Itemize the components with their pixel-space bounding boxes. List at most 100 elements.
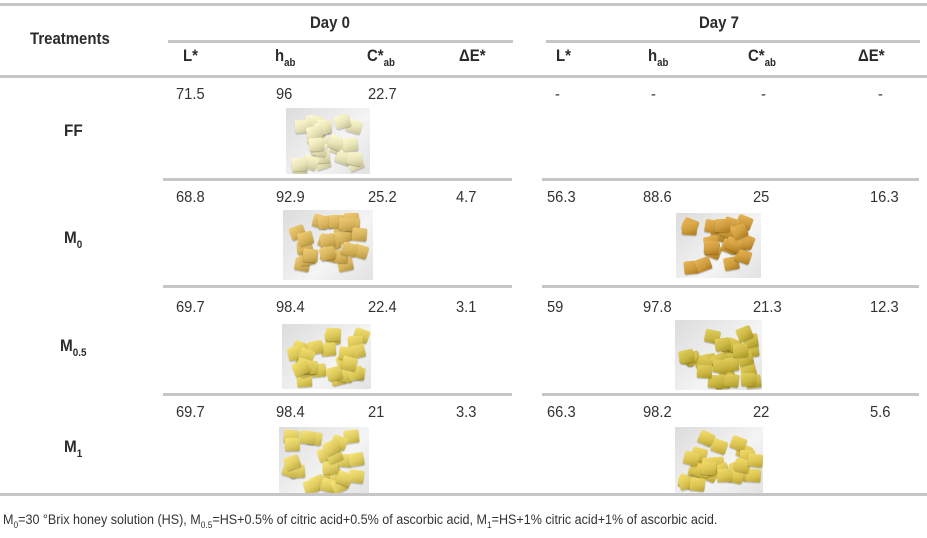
- sample-photo-day7: [676, 213, 761, 278]
- sample-photo-day7: [675, 320, 762, 390]
- row-separator-day0: [163, 393, 512, 396]
- footnote-subscript: 0: [13, 520, 19, 530]
- treatments-header: Treatments: [30, 29, 110, 48]
- cell-day7-C: 25: [753, 189, 770, 206]
- column-header-day0-C-text: C*: [367, 46, 384, 65]
- table-footnote: M0=30 °Brix honey solution (HS), M0.5=HS…: [3, 512, 718, 530]
- day7-header: Day 7: [699, 13, 739, 32]
- cell-day7-L: -: [555, 86, 560, 103]
- row-label-1: M0: [64, 228, 83, 251]
- cell-day0-h: 92.9: [276, 189, 305, 206]
- row-label-2: M0.5: [60, 336, 87, 359]
- food-cube: [348, 451, 366, 467]
- cell-day7-h: 88.6: [643, 189, 672, 206]
- food-cube: [678, 348, 696, 365]
- cell-day0-dE: 4.7: [456, 189, 477, 206]
- cell-day7-C: -: [761, 86, 766, 103]
- column-header-day0-C-subscript: ab: [383, 57, 395, 69]
- food-cube: [714, 336, 731, 352]
- column-header-day7-h-subscript: ab: [657, 57, 669, 69]
- column-header-day7-h-text: h: [648, 46, 658, 65]
- row-label-3-subscript: 1: [76, 448, 83, 460]
- column-header-day7-C: C*ab: [748, 46, 776, 69]
- food-cube: [740, 372, 757, 387]
- cell-day0-h: 98.4: [276, 299, 305, 316]
- day0-group-rule: [168, 40, 513, 43]
- cell-day7-dE: 12.3: [870, 299, 899, 316]
- sample-photo-day7: [675, 427, 763, 493]
- footnote-text: =HS+0.5% of citric acid+0.5% of ascorbic…: [212, 512, 487, 527]
- food-cube: [682, 450, 701, 467]
- food-cube: [351, 227, 369, 242]
- cell-day7-dE: -: [878, 86, 883, 103]
- cell-day7-h: 98.2: [643, 404, 672, 421]
- food-cube: [342, 137, 359, 152]
- footnote-text: =HS+1% citric acid+1% of ascorbic acid.: [491, 512, 718, 527]
- food-cube: [681, 221, 697, 236]
- row-label-1-subscript: 0: [76, 239, 83, 251]
- column-header-day7-h: hab: [648, 46, 669, 69]
- footnote-subscript: 0.5: [200, 520, 213, 530]
- row-label-1-text: M: [64, 228, 77, 247]
- row-label-3-text: M: [64, 437, 77, 456]
- footnote-text: M: [3, 512, 14, 527]
- cell-day0-C: 22.7: [368, 86, 397, 103]
- food-cube: [291, 157, 308, 172]
- food-cube: [696, 364, 712, 379]
- food-cube: [308, 137, 326, 152]
- row-label-0-text: FF: [64, 121, 83, 140]
- food-cube: [717, 468, 733, 483]
- cell-day0-L: 68.8: [176, 189, 205, 206]
- food-cube: [689, 477, 706, 492]
- food-cube: [700, 461, 717, 476]
- cell-day7-h: 97.8: [643, 299, 672, 316]
- cell-day0-L: 69.7: [176, 299, 205, 316]
- sample-photo-day0: [283, 210, 373, 280]
- column-header-day7-C-text: C*: [748, 46, 765, 65]
- row-label-2-subscript: 0.5: [72, 347, 87, 359]
- food-cube: [284, 437, 300, 451]
- column-header-day7-dE-text: ΔE*: [858, 46, 885, 65]
- cell-day7-dE: 16.3: [870, 189, 899, 206]
- cell-day0-C: 25.2: [368, 189, 397, 206]
- food-cube: [714, 219, 731, 233]
- row-separator-day7: [542, 178, 919, 181]
- sample-photo-day0: [279, 427, 369, 494]
- food-cube: [325, 327, 342, 342]
- column-header-day7-dE: ΔE*: [858, 46, 885, 66]
- column-header-day0-C: C*ab: [367, 46, 395, 69]
- row-separator-day0: [163, 285, 512, 288]
- column-header-day7-L: L*: [556, 46, 571, 66]
- column-header-day0-h-text: h: [275, 46, 285, 65]
- cell-day0-C: 22.4: [368, 299, 397, 316]
- cell-day7-C: 21.3: [753, 299, 782, 316]
- cell-day7-dE: 5.6: [870, 404, 891, 421]
- cell-day7-C: 22: [753, 404, 770, 421]
- food-cube: [298, 430, 316, 446]
- table-bottom-rule: [0, 493, 927, 496]
- cell-day0-dE: 3.3: [456, 404, 477, 421]
- column-header-day0-h: hab: [275, 46, 296, 69]
- day0-header: Day 0: [310, 13, 350, 32]
- column-header-day7-L-text: L*: [556, 46, 571, 65]
- header-bottom-rule: [0, 75, 927, 78]
- row-label-3: M1: [64, 437, 83, 460]
- food-cube: [345, 150, 363, 166]
- sample-photo-day0: [282, 324, 371, 389]
- column-header-day0-dE: ΔE*: [459, 46, 486, 66]
- top-rule: [0, 3, 927, 6]
- cell-day0-h: 98.4: [276, 404, 305, 421]
- food-cube: [723, 372, 741, 388]
- column-header-day0-L-text: L*: [183, 46, 198, 65]
- row-separator-day7: [542, 285, 919, 288]
- food-cube: [747, 453, 763, 468]
- cell-day0-C: 21: [368, 404, 385, 421]
- food-cube: [302, 247, 319, 263]
- column-header-day7-C-subscript: ab: [764, 57, 776, 69]
- food-cube: [712, 359, 730, 375]
- row-label-0: FF: [64, 121, 83, 141]
- sample-photo-day0: [286, 108, 370, 174]
- food-cube: [732, 343, 749, 358]
- column-header-day0-h-subscript: ab: [284, 57, 296, 69]
- row-label-2-text: M: [60, 336, 73, 355]
